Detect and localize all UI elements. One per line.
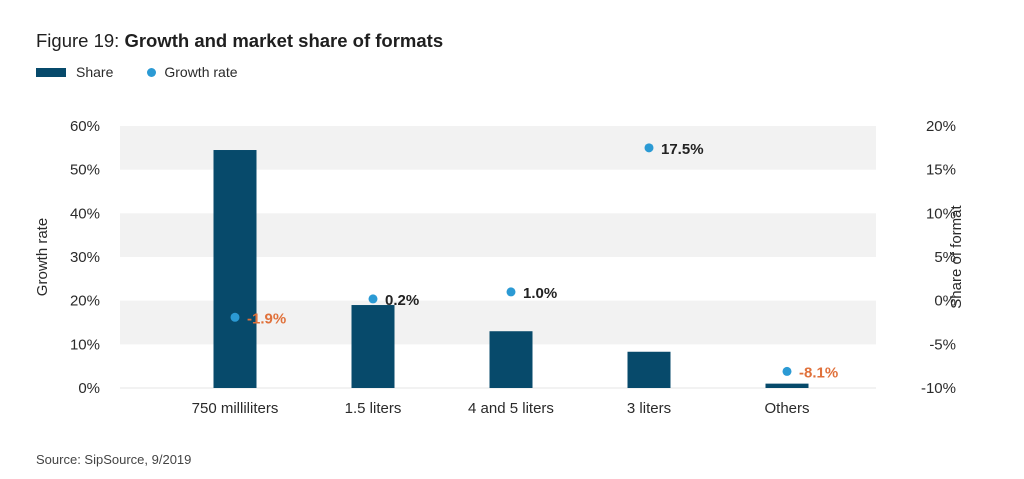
right-tick-label: -5% xyxy=(929,336,956,353)
growth-point xyxy=(782,366,792,376)
growth-point xyxy=(644,143,654,153)
growth-data-label: -1.9% xyxy=(247,310,286,327)
legend-item-share: Share xyxy=(36,64,113,80)
growth-data-label: 17.5% xyxy=(661,141,704,158)
x-tick-label: 4 and 5 liters xyxy=(468,400,554,417)
growth-point xyxy=(230,312,240,322)
left-tick-label: 10% xyxy=(70,336,100,353)
growth-data-label: 0.2% xyxy=(385,292,419,309)
left-axis-title: Growth rate xyxy=(34,218,51,296)
x-tick-label: 1.5 liters xyxy=(345,400,402,417)
legend-swatch-dot xyxy=(147,67,157,77)
right-tick-label: 20% xyxy=(926,118,956,135)
title-prefix: Figure 19: xyxy=(36,30,120,51)
growth-data-label: -8.1% xyxy=(799,364,838,381)
growth-point xyxy=(368,294,378,304)
title-main: Growth and market share of formats xyxy=(124,30,444,51)
bar-share xyxy=(213,150,257,388)
growth-point xyxy=(506,287,516,297)
source-note: Source: SipSource, 9/2019 xyxy=(36,452,192,467)
bar-share xyxy=(765,383,809,388)
left-tick-label: 50% xyxy=(70,162,100,179)
right-tick-label: 5% xyxy=(934,249,956,266)
right-tick-label: 0% xyxy=(934,293,956,310)
x-tick-label: 750 milliliters xyxy=(192,400,279,417)
left-tick-label: 0% xyxy=(78,380,100,397)
bar-share xyxy=(627,351,671,388)
right-axis-title: Share of format xyxy=(948,204,965,308)
legend-label-share: Share xyxy=(76,64,114,80)
growth-data-label: 1.0% xyxy=(523,285,557,302)
right-tick-label: -10% xyxy=(921,380,956,397)
chart-title: Figure 19: Growth and market share of fo… xyxy=(36,30,443,52)
legend: Share Growth rate xyxy=(36,64,272,80)
right-tick-label: 10% xyxy=(926,205,956,222)
legend-label-growth: Growth rate xyxy=(164,64,238,80)
legend-swatch-bar xyxy=(36,67,66,77)
x-tick-label: Others xyxy=(764,400,809,417)
left-tick-label: 30% xyxy=(70,249,100,266)
legend-item-growth: Growth rate xyxy=(147,64,238,80)
bar-share xyxy=(489,331,533,388)
x-tick-label: 3 liters xyxy=(627,400,671,417)
left-tick-label: 40% xyxy=(70,205,100,222)
left-tick-label: 20% xyxy=(70,293,100,310)
bar-share xyxy=(351,305,395,388)
left-tick-label: 60% xyxy=(70,118,100,135)
right-tick-label: 15% xyxy=(926,162,956,179)
